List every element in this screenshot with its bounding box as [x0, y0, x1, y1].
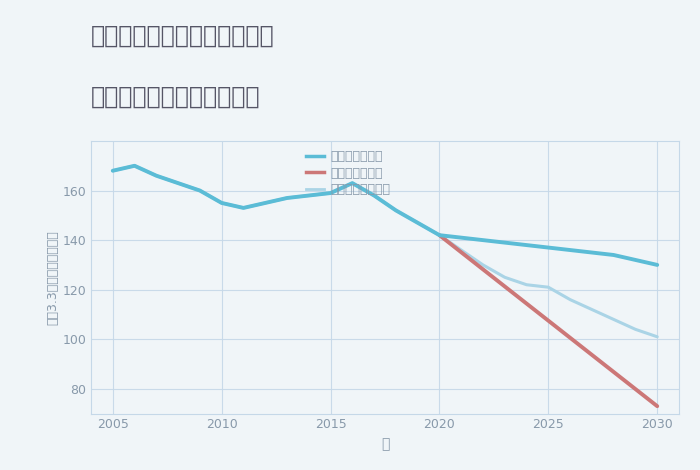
ノーマルシナリオ — [370, 193, 378, 198]
バッドシナリオ — [653, 403, 662, 409]
ノーマルシナリオ — [152, 173, 160, 179]
ノーマルシナリオ — [631, 327, 640, 332]
バッドシナリオ — [435, 232, 444, 238]
グッドシナリオ — [479, 237, 487, 243]
ノーマルシナリオ — [653, 334, 662, 340]
グッドシナリオ — [196, 188, 204, 193]
ノーマルシナリオ — [348, 180, 356, 186]
グッドシナリオ — [435, 232, 444, 238]
ノーマルシナリオ — [218, 200, 226, 206]
グッドシナリオ — [392, 208, 400, 213]
ノーマルシナリオ — [261, 200, 270, 206]
グッドシナリオ — [653, 262, 662, 268]
ノーマルシナリオ — [174, 180, 182, 186]
グッドシナリオ — [283, 195, 291, 201]
ノーマルシナリオ — [457, 247, 466, 253]
ノーマルシナリオ — [566, 297, 574, 302]
Line: バッドシナリオ: バッドシナリオ — [440, 235, 657, 406]
Line: ノーマルシナリオ: ノーマルシナリオ — [113, 166, 657, 337]
X-axis label: 年: 年 — [381, 437, 389, 451]
Legend: グッドシナリオ, バッドシナリオ, ノーマルシナリオ: グッドシナリオ, バッドシナリオ, ノーマルシナリオ — [305, 150, 391, 196]
グッドシナリオ — [152, 173, 160, 179]
ノーマルシナリオ — [130, 163, 139, 169]
グッドシナリオ — [522, 242, 531, 248]
ノーマルシナリオ — [414, 220, 422, 226]
ノーマルシナリオ — [435, 232, 444, 238]
グッドシナリオ — [304, 193, 313, 198]
グッドシナリオ — [588, 250, 596, 255]
グッドシナリオ — [544, 245, 552, 251]
グッドシナリオ — [610, 252, 618, 258]
ノーマルシナリオ — [610, 317, 618, 322]
ノーマルシナリオ — [392, 208, 400, 213]
Text: 中古マンションの価格推移: 中古マンションの価格推移 — [91, 85, 260, 109]
ノーマルシナリオ — [283, 195, 291, 201]
ノーマルシナリオ — [326, 190, 335, 196]
ノーマルシナリオ — [108, 168, 117, 173]
グッドシナリオ — [500, 240, 509, 245]
グッドシナリオ — [566, 247, 574, 253]
ノーマルシナリオ — [479, 262, 487, 268]
Y-axis label: 坪（3.3㎡）単価（万円）: 坪（3.3㎡）単価（万円） — [46, 230, 60, 325]
グッドシナリオ — [326, 190, 335, 196]
グッドシナリオ — [631, 257, 640, 263]
ノーマルシナリオ — [239, 205, 248, 211]
グッドシナリオ — [130, 163, 139, 169]
ノーマルシナリオ — [196, 188, 204, 193]
グッドシナリオ — [457, 235, 466, 241]
グッドシナリオ — [261, 200, 270, 206]
グッドシナリオ — [414, 220, 422, 226]
ノーマルシナリオ — [304, 193, 313, 198]
グッドシナリオ — [174, 180, 182, 186]
グッドシナリオ — [239, 205, 248, 211]
Line: グッドシナリオ: グッドシナリオ — [113, 166, 657, 265]
ノーマルシナリオ — [522, 282, 531, 288]
Text: 大阪府河内長野市東片添町の: 大阪府河内長野市東片添町の — [91, 24, 274, 47]
グッドシナリオ — [348, 180, 356, 186]
グッドシナリオ — [218, 200, 226, 206]
グッドシナリオ — [108, 168, 117, 173]
ノーマルシナリオ — [544, 284, 552, 290]
グッドシナリオ — [370, 193, 378, 198]
ノーマルシナリオ — [588, 307, 596, 313]
ノーマルシナリオ — [500, 274, 509, 280]
